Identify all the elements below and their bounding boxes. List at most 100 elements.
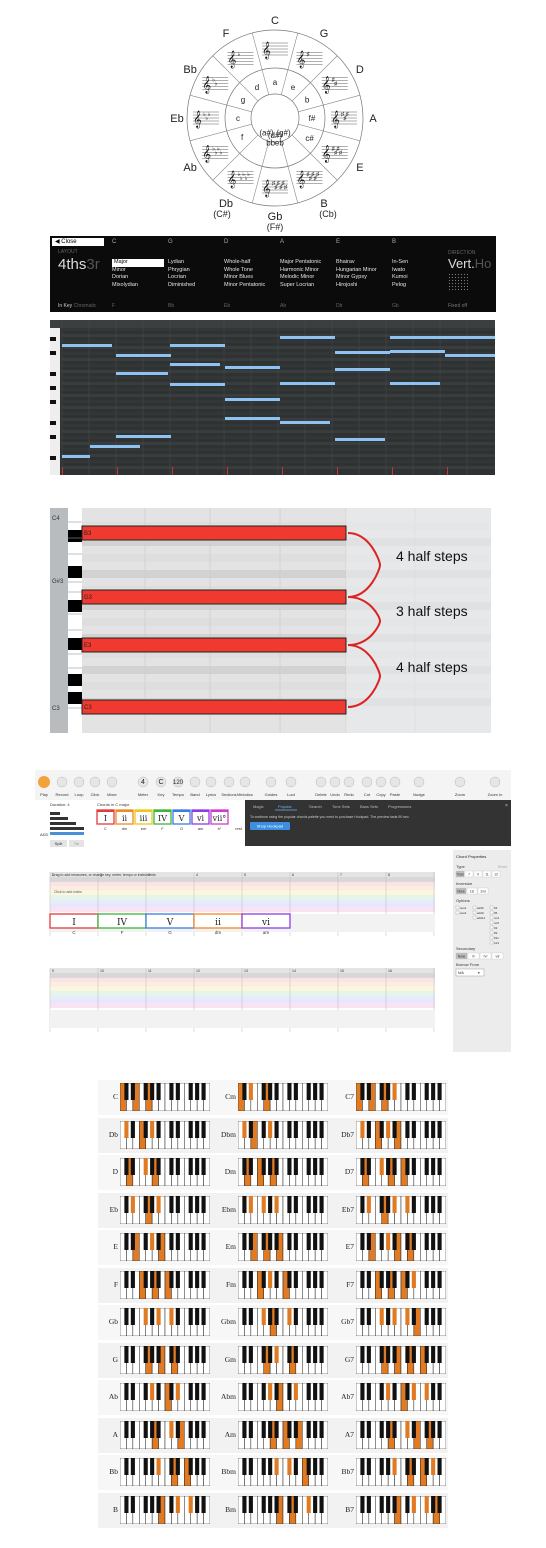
root-note-header[interactable]: E [336,239,341,245]
root-note-header[interactable]: B [392,239,397,245]
record-button[interactable]: Record [56,776,69,797]
option-checkbox[interactable] [472,915,477,920]
note-bar[interactable] [81,589,347,605]
meter-button[interactable]: Meter [137,776,149,797]
melody-lane[interactable] [50,986,435,991]
direction-toggle[interactable]: Vert.Ho [448,256,491,271]
close-button[interactable]: ◀ Close [52,238,104,246]
scale-option[interactable]: Iwato [392,266,406,273]
nudge-button[interactable]: Nudge [413,776,426,797]
guides-button[interactable]: Guides [265,776,278,797]
scale-option[interactable]: Harmonic Minor [280,266,319,273]
scale-option[interactable]: Locrian [168,274,187,280]
melody-lane[interactable] [50,899,435,904]
midi-note[interactable] [390,336,445,339]
zoom-in-button[interactable]: Zoom In [488,776,503,797]
root-note-header[interactable]: D [224,239,229,245]
root-note-footer[interactable]: Eb [224,303,231,309]
root-note-header[interactable]: A [280,239,285,245]
secondary-option[interactable] [479,952,492,960]
scale-option[interactable]: Whole Tone [224,266,253,273]
midi-note[interactable] [335,368,390,371]
duration-bar[interactable] [50,827,84,830]
undo-button[interactable]: Undo [329,776,341,797]
panel-tab[interactable]: Search [309,804,322,809]
split-button[interactable] [50,840,67,847]
midi-note[interactable] [280,336,335,339]
scale-option[interactable]: Bhairav [336,259,355,265]
play-button[interactable]: Play [38,776,50,797]
scale-option[interactable]: Hirojoshi [336,281,358,288]
measure-ruler[interactable] [50,968,435,973]
scale-option[interactable]: Minor Pentatonic [224,281,266,288]
delete-button[interactable]: Delete [315,776,328,797]
panel-tab[interactable]: Popular [278,804,292,809]
root-note-footer[interactable]: Gb [392,303,399,309]
black-key[interactable] [50,456,56,460]
black-key[interactable] [50,337,56,341]
option-checkbox[interactable] [489,925,494,930]
zoom-button[interactable]: Zoom [454,776,466,797]
type-option[interactable] [473,870,483,878]
inversion-option[interactable] [466,887,478,895]
panel-tab[interactable]: Magic [253,804,264,809]
scale-option[interactable]: In-Sen [392,259,409,265]
black-key[interactable] [50,435,56,439]
layout-toggle[interactable]: 4ths3r [58,256,100,273]
midi-note[interactable] [62,344,112,347]
midi-note[interactable] [390,382,440,385]
panel-tab[interactable]: Tone Sets [332,804,350,809]
piano-roll[interactable] [50,320,495,475]
scale-option[interactable]: Melodic Minor [280,274,315,280]
in-key-toggle[interactable]: In Key Chromatic [58,303,96,309]
scale-option[interactable]: Mixolydian [112,281,138,288]
duration-bar-selected[interactable] [50,832,84,835]
black-key[interactable] [50,372,56,376]
copy-button[interactable]: Copy [375,776,387,797]
measure-ruler[interactable] [50,872,435,877]
cut-button[interactable]: Cut [361,776,373,797]
sections-button[interactable]: Sections [221,776,237,797]
scale-option[interactable]: Kumoi [392,274,408,280]
melody-lane[interactable] [50,903,435,908]
scale-option[interactable]: Diminished [168,281,196,288]
midi-note[interactable] [116,354,171,357]
panel-tab[interactable]: Bass Sets [360,804,378,809]
scale-option[interactable]: Super Locrian [280,281,315,288]
shop-button[interactable] [250,822,290,830]
melodics-button[interactable]: Melodics [237,776,253,797]
black-key[interactable] [50,351,56,355]
inversion-option[interactable] [455,887,467,895]
midi-note[interactable] [170,363,220,366]
melody-lane[interactable] [50,990,435,996]
option-checkbox[interactable] [472,905,477,910]
midi-note[interactable] [445,336,495,339]
band-button[interactable]: Band [189,776,201,797]
midi-note[interactable] [280,382,335,385]
scale-option[interactable]: Major Pentatonic [280,259,322,265]
scale-option[interactable]: Whole-half [224,259,251,265]
mixer-button[interactable]: Mixer [106,776,118,797]
midi-note[interactable] [225,366,280,369]
option-checkbox[interactable] [489,930,494,935]
root-note-footer[interactable]: Bb [168,303,175,309]
black-key[interactable] [50,386,56,390]
note-bar[interactable] [81,699,347,715]
lyrics-button[interactable]: Lyrics [205,776,217,797]
type-option[interactable] [455,870,465,878]
fixed-toggle[interactable]: Fixed off [448,303,468,309]
scale-option[interactable]: Minor [112,266,126,273]
option-checkbox[interactable] [489,905,494,910]
paste-button[interactable]: Paste [389,776,401,797]
type-option[interactable] [464,870,474,878]
scale-option[interactable]: Lydian [168,259,185,265]
midi-note[interactable] [225,417,280,420]
melody-lane[interactable] [50,890,435,895]
type-option[interactable] [482,870,492,878]
midi-note[interactable] [62,455,90,458]
melody-lane[interactable] [50,907,435,913]
duration-bar[interactable] [50,822,76,825]
key-button[interactable]: Key [155,776,167,797]
root-note-header[interactable]: C [112,239,117,245]
redo-button[interactable]: Redo [343,776,355,797]
